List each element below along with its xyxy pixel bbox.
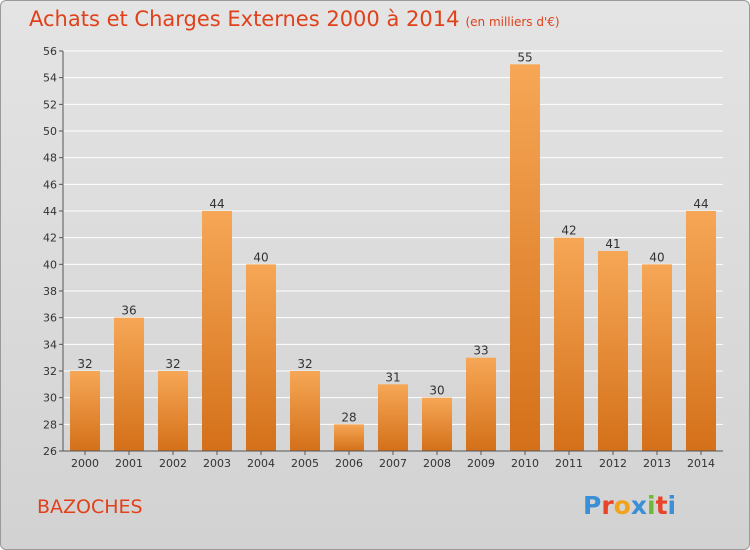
bars bbox=[70, 64, 716, 452]
data-label: 44 bbox=[209, 197, 224, 211]
proxiti-logo: Proxiti bbox=[583, 491, 677, 520]
y-tick-label: 50 bbox=[43, 125, 57, 138]
y-tick-label: 44 bbox=[43, 205, 57, 218]
y-tick-label: 28 bbox=[43, 418, 57, 431]
data-label: 32 bbox=[77, 357, 92, 371]
data-label: 33 bbox=[473, 344, 488, 358]
x-tick-label: 2008 bbox=[423, 457, 451, 470]
y-tick-label: 46 bbox=[43, 178, 57, 191]
bar-2010 bbox=[510, 64, 540, 452]
y-tick-label: 56 bbox=[43, 45, 57, 58]
bar-2000 bbox=[70, 371, 100, 451]
x-tick-label: 2002 bbox=[159, 457, 187, 470]
x-tick-label: 2009 bbox=[467, 457, 495, 470]
bar-2001 bbox=[114, 317, 144, 451]
x-tick-label: 2012 bbox=[599, 457, 627, 470]
x-tick-label: 2011 bbox=[555, 457, 583, 470]
y-tick-label: 32 bbox=[43, 365, 57, 378]
town-name: BAZOCHES bbox=[37, 496, 143, 518]
x-tick-label: 2001 bbox=[115, 457, 143, 470]
x-tick-label: 2000 bbox=[71, 457, 99, 470]
y-tick-label: 36 bbox=[43, 312, 57, 325]
bar-2005 bbox=[290, 371, 320, 451]
y-tick-label: 30 bbox=[43, 392, 57, 405]
bar-2013 bbox=[642, 264, 672, 451]
x-tick-label: 2005 bbox=[291, 457, 319, 470]
bar-2008 bbox=[422, 397, 452, 451]
y-tick-label: 40 bbox=[43, 258, 57, 271]
x-tick-label: 2010 bbox=[511, 457, 539, 470]
data-labels: 32 36 32 44 40 32 28 31 30 33 55 42 41 40 44 bbox=[77, 50, 708, 424]
data-label: 55 bbox=[517, 50, 532, 64]
y-tick-label: 48 bbox=[43, 152, 57, 165]
y-tick-label: 42 bbox=[43, 232, 57, 245]
x-tick-label: 2013 bbox=[643, 457, 671, 470]
bar-2006 bbox=[334, 424, 364, 451]
x-tick-label: 2014 bbox=[687, 457, 715, 470]
y-tick-label: 52 bbox=[43, 98, 57, 111]
data-label: 28 bbox=[341, 410, 356, 424]
x-tick-label: 2003 bbox=[203, 457, 231, 470]
data-label: 36 bbox=[121, 304, 136, 318]
data-label: 30 bbox=[429, 384, 444, 398]
x-tick-label: 2007 bbox=[379, 457, 407, 470]
bar-2003 bbox=[202, 211, 232, 451]
y-tick-label: 34 bbox=[43, 338, 57, 351]
data-label: 42 bbox=[561, 224, 576, 238]
data-label: 40 bbox=[253, 250, 268, 264]
x-tick-label: 2006 bbox=[335, 457, 363, 470]
bar-2002 bbox=[158, 371, 188, 451]
data-label: 32 bbox=[297, 357, 312, 371]
chart-title-text: Achats et Charges Externes 2000 à 2014 bbox=[29, 7, 460, 31]
bar-2009 bbox=[466, 357, 496, 451]
y-tick-label: 38 bbox=[43, 285, 57, 298]
bar-2004 bbox=[246, 264, 276, 451]
chart-subtitle: (en milliers d'€) bbox=[465, 15, 560, 29]
data-label: 41 bbox=[605, 237, 620, 251]
data-label: 40 bbox=[649, 250, 664, 264]
bar-2014 bbox=[686, 211, 716, 451]
x-axis: 2000 2001 2002 2003 2004 2005 2006 2007 2008 2009… bbox=[63, 450, 723, 470]
x-tick-label: 2004 bbox=[247, 457, 275, 470]
data-label: 32 bbox=[165, 357, 180, 371]
chart-title: Achats et Charges Externes 2000 à 2014 (e… bbox=[29, 7, 560, 31]
bar-2012 bbox=[598, 251, 628, 451]
bar-2011 bbox=[554, 237, 584, 451]
bar-2007 bbox=[378, 384, 408, 451]
data-label: 44 bbox=[693, 197, 708, 211]
y-tick-label: 54 bbox=[43, 72, 57, 85]
y-tick-label: 26 bbox=[43, 445, 57, 458]
data-label: 31 bbox=[385, 370, 400, 384]
y-axis: 26 28 30 32 34 36 38 40 42 44 46 48 50 52 54 56 bbox=[43, 45, 64, 458]
